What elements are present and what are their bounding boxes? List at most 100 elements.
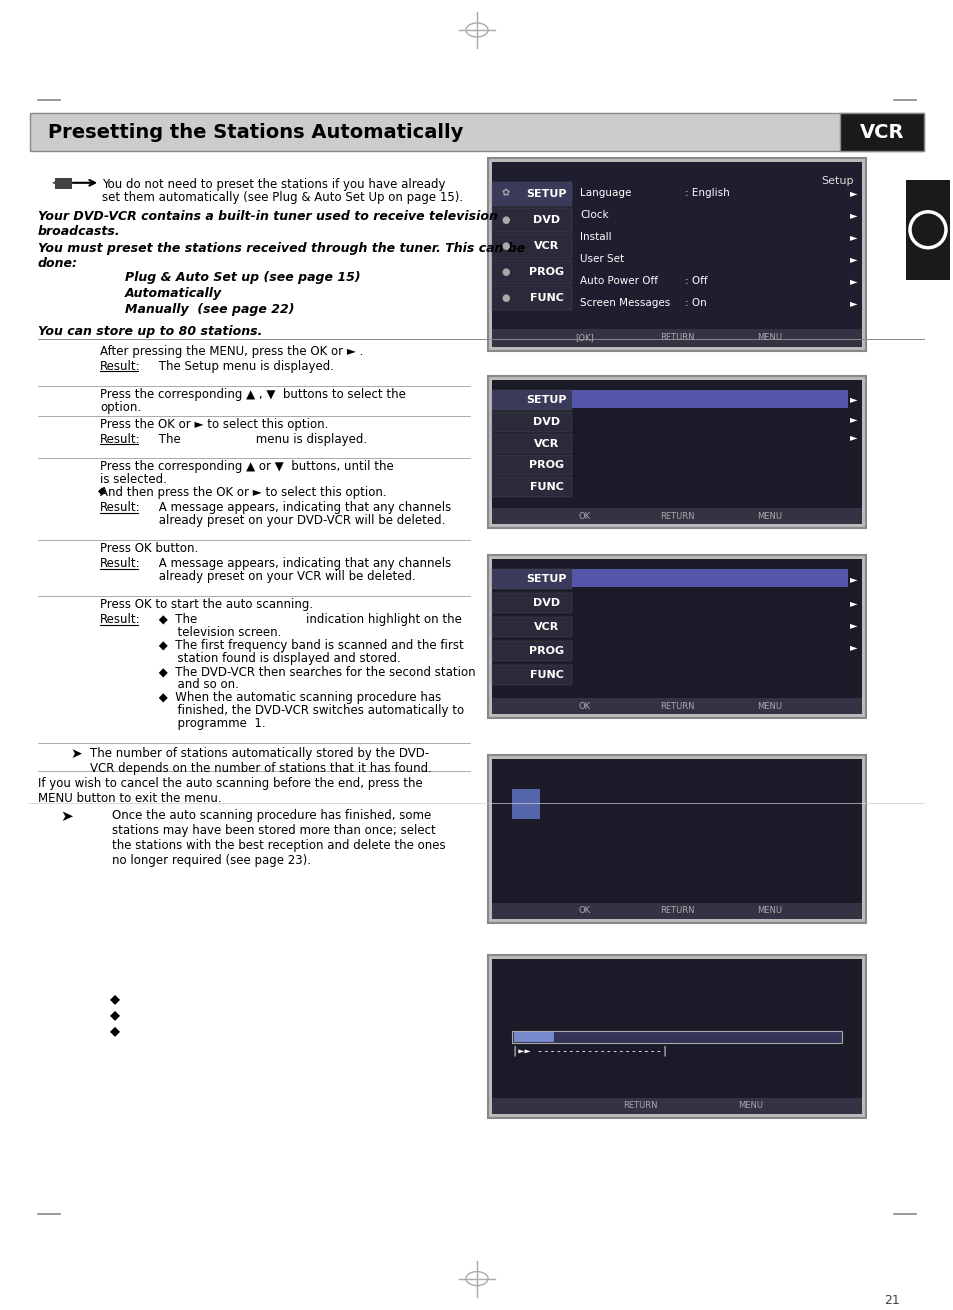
Text: ➤: ➤ xyxy=(70,747,82,761)
FancyBboxPatch shape xyxy=(492,698,862,714)
FancyBboxPatch shape xyxy=(492,434,572,453)
Text: Press OK button.: Press OK button. xyxy=(100,542,198,555)
Text: OK: OK xyxy=(578,702,590,711)
FancyBboxPatch shape xyxy=(512,789,539,819)
Text: MENU: MENU xyxy=(757,333,781,342)
Text: ►: ► xyxy=(849,414,857,424)
Text: Result:: Result: xyxy=(100,432,140,445)
Text: : Off: : Off xyxy=(684,275,707,286)
Text: ►: ► xyxy=(849,574,857,584)
Text: RETURN: RETURN xyxy=(659,512,694,521)
Text: The                    menu is displayed.: The menu is displayed. xyxy=(140,432,367,445)
FancyBboxPatch shape xyxy=(488,376,865,528)
Text: is selected.: is selected. xyxy=(100,473,167,486)
Text: OK: OK xyxy=(578,512,590,521)
Text: ►: ► xyxy=(849,599,857,608)
Text: Presetting the Stations Automatically: Presetting the Stations Automatically xyxy=(48,123,463,143)
FancyBboxPatch shape xyxy=(488,157,865,351)
Text: station found is displayed and stored.: station found is displayed and stored. xyxy=(140,652,400,665)
Text: already preset on your DVD-VCR will be deleted.: already preset on your DVD-VCR will be d… xyxy=(140,515,445,528)
Text: ►: ► xyxy=(849,394,857,405)
Polygon shape xyxy=(110,1011,120,1020)
Text: PROG: PROG xyxy=(529,461,564,470)
Text: A message appears, indicating that any channels: A message appears, indicating that any c… xyxy=(140,557,451,570)
FancyBboxPatch shape xyxy=(488,755,865,924)
Text: ✿: ✿ xyxy=(501,189,510,199)
Text: Auto Power Off: Auto Power Off xyxy=(579,275,658,286)
Text: ►: ► xyxy=(849,275,857,286)
FancyBboxPatch shape xyxy=(492,162,862,347)
Text: ➤: ➤ xyxy=(60,810,72,824)
Text: Result:: Result: xyxy=(100,502,140,515)
Text: already preset on your VCR will be deleted.: already preset on your VCR will be delet… xyxy=(140,570,416,583)
Text: Setup: Setup xyxy=(821,176,853,186)
Text: ●: ● xyxy=(501,267,510,276)
FancyBboxPatch shape xyxy=(492,665,572,685)
Text: ►: ► xyxy=(849,432,857,443)
Text: [OK]: [OK] xyxy=(575,333,594,342)
Text: PROG: PROG xyxy=(529,646,564,656)
FancyBboxPatch shape xyxy=(512,1031,841,1043)
FancyBboxPatch shape xyxy=(492,456,572,476)
Text: : On: : On xyxy=(684,297,706,308)
Text: ►: ► xyxy=(849,254,857,263)
FancyBboxPatch shape xyxy=(492,259,572,284)
Text: VCR: VCR xyxy=(534,439,559,448)
Text: MENU: MENU xyxy=(757,512,781,521)
Text: RETURN: RETURN xyxy=(659,333,694,342)
Text: ►: ► xyxy=(849,187,857,198)
FancyBboxPatch shape xyxy=(492,508,862,524)
FancyBboxPatch shape xyxy=(492,389,572,410)
Text: Once the auto scanning procedure has finished, some
stations may have been store: Once the auto scanning procedure has fin… xyxy=(112,810,445,867)
FancyBboxPatch shape xyxy=(492,182,572,206)
FancyBboxPatch shape xyxy=(492,617,572,637)
Text: ►: ► xyxy=(849,642,857,652)
FancyBboxPatch shape xyxy=(572,570,847,587)
Text: Plug & Auto Set up (see page 15): Plug & Auto Set up (see page 15) xyxy=(125,271,360,284)
Text: Language: Language xyxy=(579,187,631,198)
Polygon shape xyxy=(55,178,71,189)
Text: If you wish to cancel the auto scanning before the end, press the
MENU button to: If you wish to cancel the auto scanning … xyxy=(38,777,422,806)
Text: FUNC: FUNC xyxy=(530,671,563,680)
Text: VCR: VCR xyxy=(534,241,559,250)
Polygon shape xyxy=(98,487,106,495)
Text: VCR: VCR xyxy=(534,622,559,633)
Text: 21: 21 xyxy=(883,1293,899,1306)
FancyBboxPatch shape xyxy=(492,559,862,714)
Polygon shape xyxy=(52,178,62,187)
Text: After pressing the MENU, press the OK or ► .: After pressing the MENU, press the OK or… xyxy=(100,345,363,358)
Text: SETUP: SETUP xyxy=(526,394,567,405)
Text: ●: ● xyxy=(501,215,510,225)
Text: Press the corresponding ▲ , ▼  buttons to select the: Press the corresponding ▲ , ▼ buttons to… xyxy=(100,388,405,401)
Text: Press the OK or ► to select this option.: Press the OK or ► to select this option. xyxy=(100,418,328,431)
Text: RETURN: RETURN xyxy=(659,907,694,916)
Text: DVD: DVD xyxy=(533,215,560,225)
Text: ◆  The                             indication highlight on the: ◆ The indication highlight on the xyxy=(140,613,461,626)
Text: |►► --------------------|: |►► --------------------| xyxy=(512,1045,674,1056)
FancyBboxPatch shape xyxy=(488,555,865,718)
Text: VCR: VCR xyxy=(859,123,903,143)
Text: DVD: DVD xyxy=(533,599,560,608)
FancyBboxPatch shape xyxy=(492,903,862,920)
Text: ◆  The DVD-VCR then searches for the second station: ◆ The DVD-VCR then searches for the seco… xyxy=(140,665,476,679)
Text: ●: ● xyxy=(501,241,510,250)
Text: You must preset the stations received through the tuner. This can be
done:: You must preset the stations received th… xyxy=(38,242,525,270)
Text: DVD: DVD xyxy=(533,417,560,427)
Text: SETUP: SETUP xyxy=(526,189,567,199)
Text: programme  1.: programme 1. xyxy=(140,717,265,730)
FancyBboxPatch shape xyxy=(840,113,923,151)
Text: Result:: Result: xyxy=(100,360,140,372)
Text: ●: ● xyxy=(501,292,510,303)
FancyBboxPatch shape xyxy=(492,959,862,1114)
Text: ►: ► xyxy=(849,621,857,630)
Text: Press OK to start the auto scanning.: Press OK to start the auto scanning. xyxy=(100,599,313,612)
FancyBboxPatch shape xyxy=(492,570,572,590)
Text: SETUP: SETUP xyxy=(526,574,567,584)
Text: MENU: MENU xyxy=(738,1102,762,1111)
Text: MENU: MENU xyxy=(757,907,781,916)
FancyBboxPatch shape xyxy=(492,286,572,309)
FancyBboxPatch shape xyxy=(492,329,862,347)
Text: MENU: MENU xyxy=(757,702,781,711)
Text: option.: option. xyxy=(100,401,141,414)
FancyBboxPatch shape xyxy=(492,593,572,613)
